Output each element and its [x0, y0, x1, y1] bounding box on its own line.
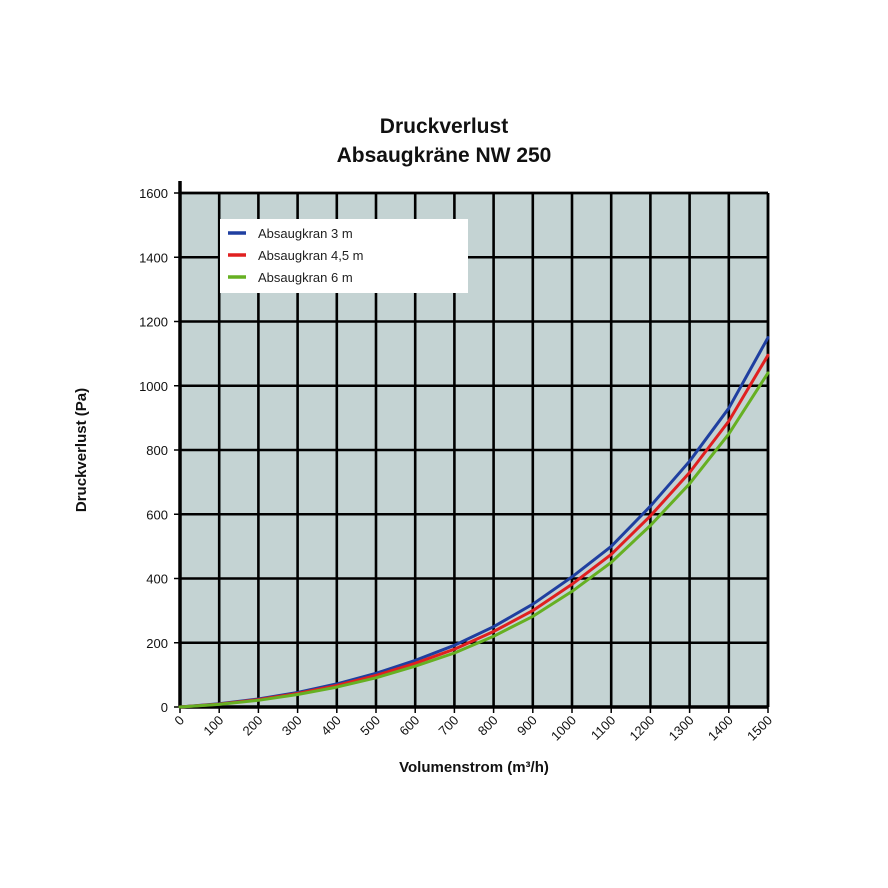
axes	[178, 181, 770, 709]
legend-label-2: Absaugkran 4,5 m	[258, 248, 364, 263]
y-tick-label-1000: 1000	[139, 379, 168, 394]
legend: Absaugkran 3 m Absaugkran 4,5 m Absaugkran…	[220, 219, 468, 293]
x-axis-label: Volumenstrom (m³/h)	[399, 759, 549, 776]
legend-label-1: Absaugkran 3 m	[258, 226, 353, 241]
y-tick-label-1400: 1400	[139, 250, 168, 265]
y-tick-label-600: 600	[146, 507, 168, 522]
x-tick-label-1500: 1500	[744, 713, 775, 744]
x-tick-label-1300: 1300	[666, 713, 697, 744]
x-tick-label-0: 0	[171, 713, 187, 729]
x-tick-label-1100: 1100	[588, 713, 618, 743]
x-tick-label-300: 300	[279, 713, 305, 739]
x-tick-label-500: 500	[357, 713, 383, 739]
x-tick-label-800: 800	[475, 713, 501, 739]
x-tick-label-700: 700	[436, 713, 462, 739]
title-line-2: Absaugkräne NW 250	[336, 144, 552, 167]
x-tick-label-200: 200	[240, 713, 266, 739]
legend-label-3: Absaugkran 6 m	[258, 270, 353, 285]
y-tick-label-400: 400	[146, 572, 168, 587]
x-tick-label-600: 600	[396, 713, 422, 739]
x-tick-label-1000: 1000	[548, 713, 579, 744]
x-tick-label-400: 400	[318, 713, 344, 739]
chart-title: Druckverlust Absaugkräne NW 250	[0, 112, 888, 170]
title-line-1: Druckverlust	[379, 115, 509, 138]
y-tick-label-1600: 1600	[139, 186, 168, 201]
x-tick-label-100: 100	[200, 713, 226, 739]
y-tick-label-1200: 1200	[139, 315, 168, 330]
y-axis-label: Druckverlust (Pa)	[73, 388, 90, 512]
data-series	[178, 336, 770, 709]
x-tick-label-1400: 1400	[705, 713, 736, 744]
legend-box	[220, 219, 468, 293]
y-tick-label-200: 200	[146, 636, 168, 651]
x-tick-label-900: 900	[514, 713, 540, 739]
series-line-3	[178, 371, 770, 709]
y-tick-label-0: 0	[161, 700, 168, 715]
x-tick-label-1200: 1200	[626, 713, 657, 744]
y-tick-label-800: 800	[146, 443, 168, 458]
